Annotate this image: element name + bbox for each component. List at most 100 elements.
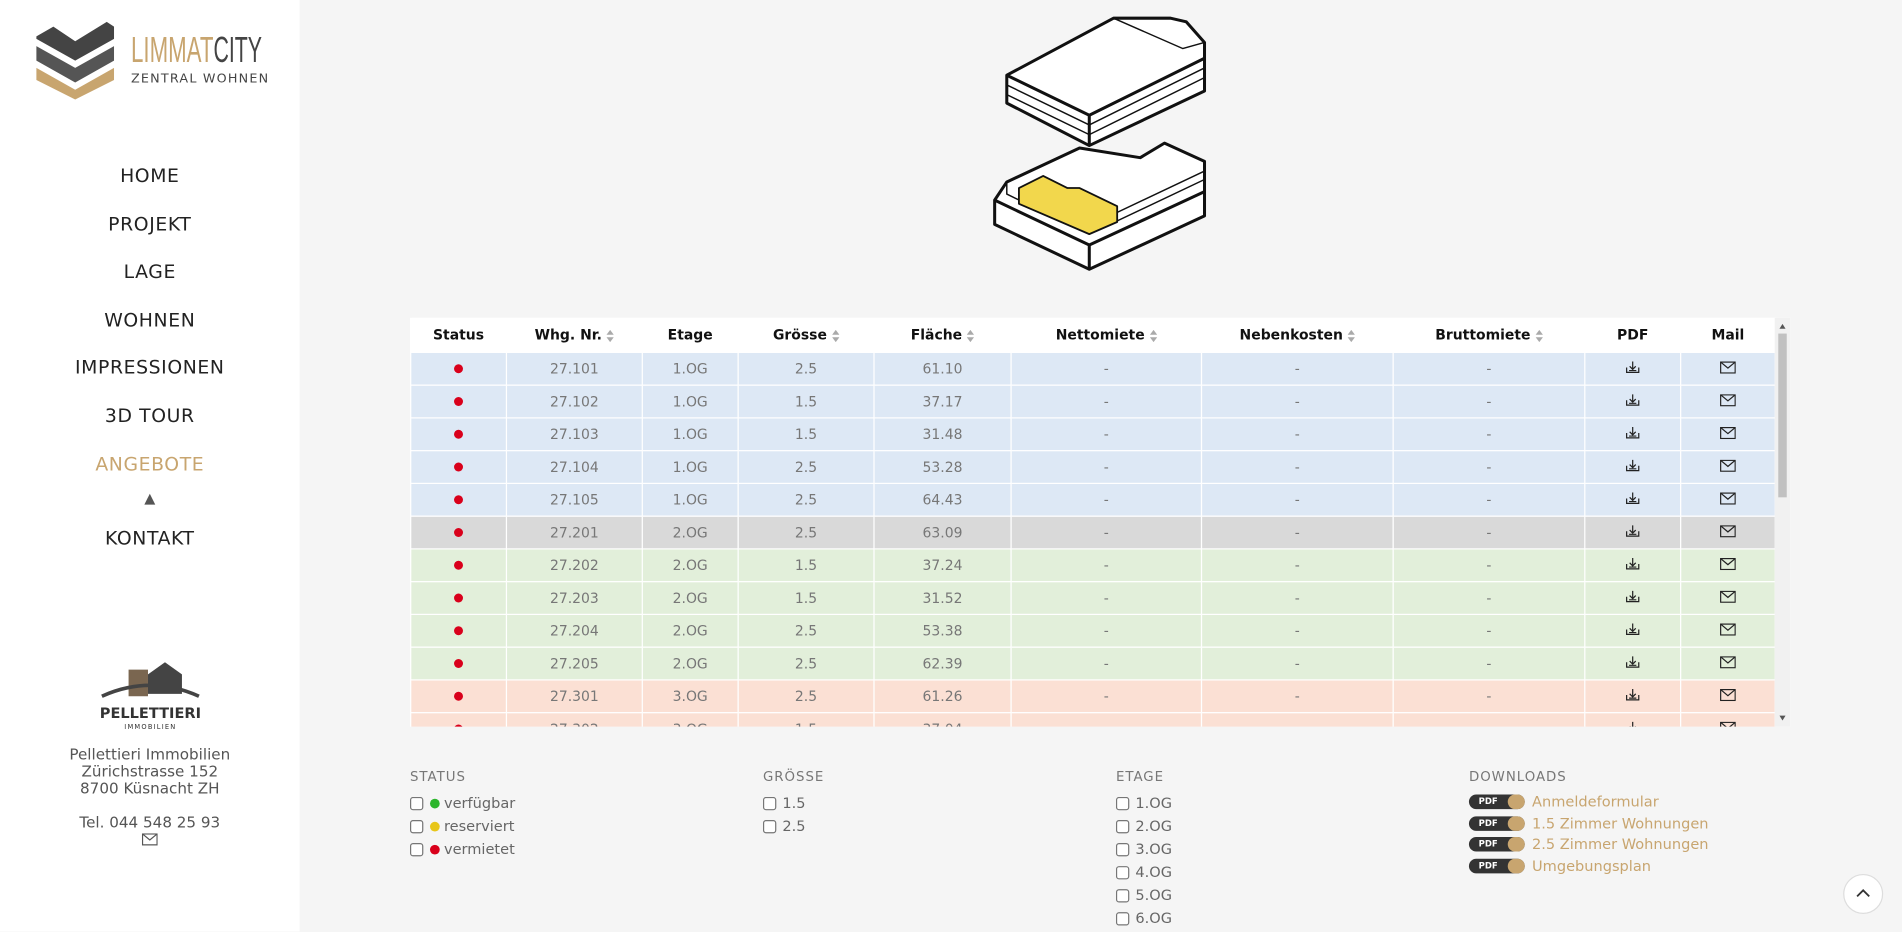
filter-option[interactable]: 3.OG [1115,841,1172,858]
nav-item[interactable]: PROJEKT [108,213,192,236]
checkbox[interactable] [762,819,777,833]
mail-cell [1680,548,1776,583]
logo[interactable]: LIMMAT CITY ZENTRAL WOHNEN [34,10,277,102]
mail-icon[interactable] [1720,426,1736,440]
status-dot [454,626,464,636]
download-link[interactable]: PDF 2.5 Zimmer Wohnungen [1468,836,1709,853]
partner-logo[interactable]: PELLETTIERI IMMOBILIEN [97,657,204,732]
checkbox[interactable] [409,842,424,856]
filter-option[interactable]: 6.OG [1115,910,1172,927]
filter-option[interactable]: verfügbar [409,795,515,811]
pdf-download-icon[interactable] [1625,557,1640,570]
table-row[interactable]: 27.205 2.OG 2.5 62.39- - - [409,646,1776,681]
mail-icon[interactable] [1720,557,1736,571]
pdf-download-icon[interactable] [1625,394,1640,406]
mail-icon[interactable] [1720,525,1736,538]
table-cell: 63.09 [873,515,1012,550]
filter-option[interactable]: reserviert [409,818,514,835]
table-row[interactable]: 27.3023.OG1.537.04--- [409,712,1776,727]
filter-option[interactable]: 5.OG [1115,887,1172,904]
table-row[interactable]: 27.203 2.OG 1.5 31.52- - - [409,581,1776,615]
scroll-top-button[interactable] [1843,873,1884,914]
sort-icon[interactable] [1535,329,1543,342]
mail-icon[interactable] [1720,492,1736,505]
sort-icon[interactable] [1149,329,1157,342]
column-header[interactable]: Whg. Nr. [506,317,643,353]
mail-icon[interactable] [1720,590,1736,603]
sort-icon[interactable] [831,329,840,342]
table-row[interactable]: 27.104 1.OG 2.5 53.28- - - [409,450,1776,484]
table-row[interactable]: 27.301 3.OG 2.5 61.26- - - [409,679,1776,714]
filter-option[interactable]: 1.OG [1115,795,1172,811]
mail-icon[interactable] [1720,688,1736,702]
download-link[interactable]: PDF Anmeldeformular [1468,793,1659,810]
nav-item[interactable]: ANGEBOTE [95,453,205,476]
mail-icon[interactable] [1720,656,1736,669]
table-row[interactable]: 27.105 1.OG 2.5 64.43- - - [409,482,1776,517]
checkbox[interactable] [409,819,424,833]
pdf-download-icon[interactable] [1625,656,1640,668]
download-link[interactable]: PDF Umgebungsplan [1468,857,1651,874]
nav-item[interactable]: KONTAKT [104,527,195,550]
checkbox[interactable] [1115,796,1130,810]
mail-icon[interactable] [1720,721,1736,727]
mail-icon[interactable] [141,833,158,846]
nav-item[interactable]: HOME [120,164,180,187]
pdf-download-icon[interactable] [1625,361,1640,373]
checkbox[interactable] [1115,819,1130,833]
checkbox[interactable] [762,796,777,810]
table-row[interactable]: 27.101 1.OG 2.5 61.10- - - [409,351,1776,386]
table-row[interactable]: 27.202 2.OG 1.5 37.24- - - [409,548,1776,583]
mail-icon[interactable] [1720,623,1736,636]
pdf-download-icon[interactable] [1625,590,1640,603]
table-cell: - [1010,646,1203,681]
filter-option[interactable]: 1.5 [762,795,806,811]
column-header[interactable]: Grösse [738,317,874,353]
phone[interactable]: Tel. 044 548 25 93 [79,812,221,831]
pdf-download-icon[interactable] [1625,525,1640,537]
column-header[interactable]: Nebenkosten [1201,317,1394,353]
nav-item[interactable]: IMPRESSIONEN [75,356,225,379]
nav-item[interactable]: WOHNEN [104,309,196,332]
pdf-download-icon[interactable] [1625,426,1640,439]
checkbox[interactable] [409,796,424,810]
pdf-download-icon[interactable] [1625,492,1640,505]
column-header[interactable]: Bruttomiete [1393,317,1585,353]
mail-icon[interactable] [1720,394,1736,407]
table-cell: 2.5 [737,613,875,648]
mail-icon[interactable] [1720,361,1736,374]
checkbox[interactable] [1115,842,1130,856]
filter-option[interactable]: vermietet [409,841,515,858]
mail-icon[interactable] [1720,459,1736,472]
table-row[interactable]: 27.102 1.OG 1.5 37.17- - - [409,384,1776,419]
sort-icon[interactable] [966,329,975,342]
status-cell [409,450,508,484]
column-header[interactable]: Fläche [873,317,1012,353]
nav-item[interactable]: LAGE [123,260,176,283]
download-link[interactable]: PDF 1.5 Zimmer Wohnungen [1468,815,1709,832]
checkbox[interactable] [1115,911,1130,925]
status-dot [454,724,463,727]
scrollbar[interactable] [1774,317,1791,727]
filter-option[interactable]: 4.OG [1115,864,1172,881]
table-row[interactable]: 27.204 2.OG 2.5 53.38- - - [409,613,1776,648]
pdf-download-icon[interactable] [1625,623,1640,636]
table-cell: - [1392,613,1586,648]
checkbox[interactable] [1115,888,1130,902]
pdf-download-icon[interactable] [1625,459,1640,472]
table-row[interactable]: 27.201 2.OG 2.5 63.09- - - [409,515,1776,550]
pdf-download-icon[interactable] [1625,688,1640,701]
filter-option[interactable]: 2.5 [762,818,806,835]
sort-icon[interactable] [1347,329,1356,342]
pdf-download-icon[interactable] [1625,721,1640,727]
checkbox[interactable] [1115,865,1130,879]
column-header[interactable]: Nettomiete [1011,317,1202,353]
filter-option[interactable]: 2.OG [1115,818,1172,835]
column-header: PDF [1584,317,1681,353]
pdf-cell [1584,646,1682,681]
table-row[interactable]: 27.103 1.OG 1.5 31.48- - - [409,417,1776,452]
status-dot [430,821,440,831]
table-cell: - [1010,384,1203,419]
sort-icon[interactable] [606,329,615,342]
nav-item[interactable]: 3D TOUR [104,405,195,427]
